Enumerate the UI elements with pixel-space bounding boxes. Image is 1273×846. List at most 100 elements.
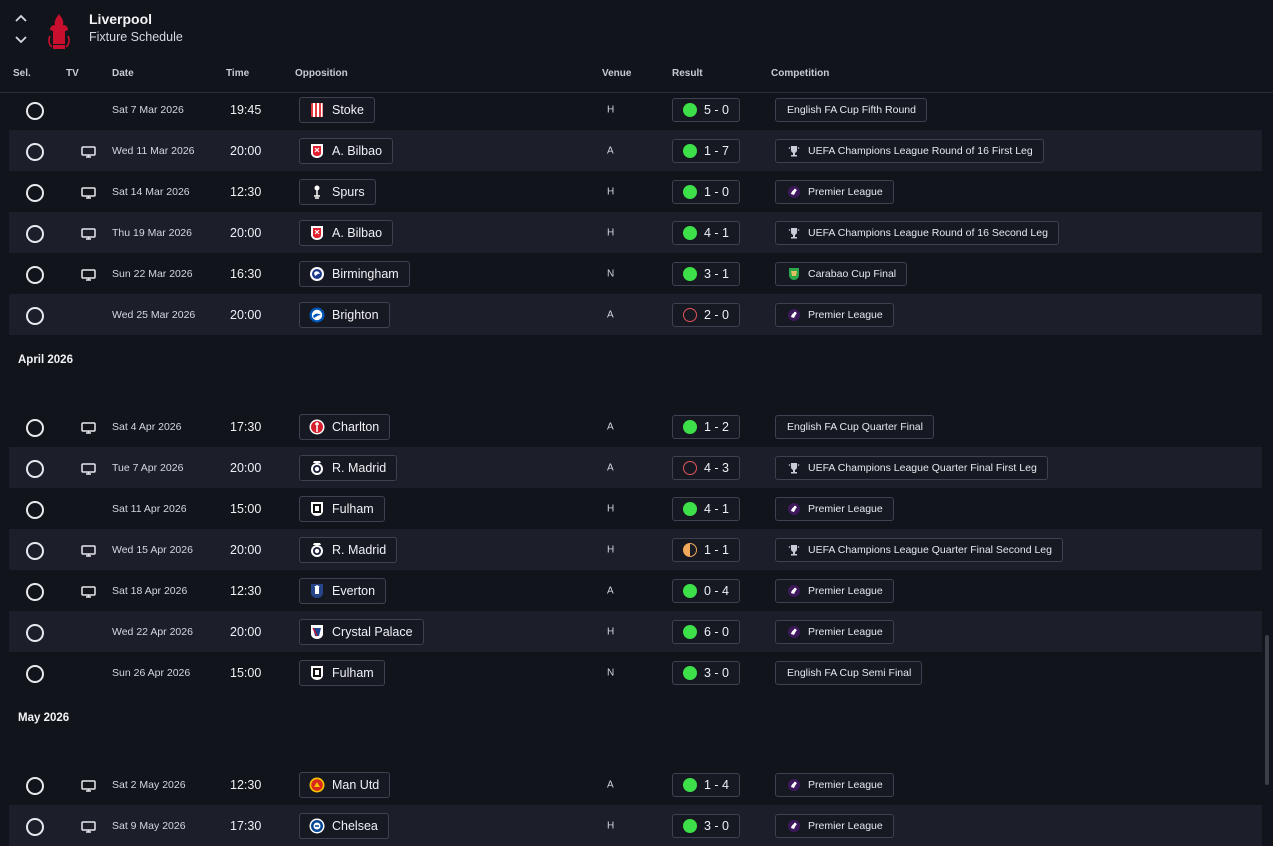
competition-button[interactable]: UEFA Champions League Quarter Final Seco…	[775, 537, 1063, 562]
competition-button[interactable]: Premier League	[775, 619, 894, 644]
result-button[interactable]: 4 - 1	[672, 496, 740, 521]
opposition-button[interactable]: A. Bilbao	[299, 137, 394, 164]
select-radio[interactable]	[26, 142, 44, 161]
fixture-row[interactable]: Sat 7 Mar 2026 19:45 Stoke H 5 - 0 English FA…	[9, 89, 1262, 130]
result-button[interactable]: 3 - 0	[672, 660, 740, 685]
col-header-time[interactable]: Time	[226, 68, 250, 79]
fixture-row[interactable]: Thu 19 Mar 2026 20:00 A. Bilbao H 4 - 1 UEFA …	[9, 212, 1262, 253]
result-button[interactable]: 4 - 3	[672, 455, 740, 480]
opposition-button[interactable]: Charlton	[299, 413, 391, 440]
competition-button[interactable]: UEFA Champions League Round of 16 Second…	[775, 220, 1059, 245]
result-button[interactable]: 3 - 0	[672, 813, 740, 838]
opposition-button[interactable]: Fulham	[299, 659, 385, 686]
result-button[interactable]: 1 - 4	[672, 772, 740, 797]
result-button[interactable]: 1 - 1	[672, 537, 740, 562]
fixture-row[interactable]: Sat 11 Apr 2026 15:00 Fulham H 4 - 1 Premier …	[9, 488, 1262, 529]
chevron-down-icon[interactable]	[14, 35, 30, 49]
competition-button[interactable]: Premier League	[775, 302, 894, 327]
result-button[interactable]: 3 - 1	[672, 261, 740, 286]
result-button[interactable]: 1 - 0	[672, 179, 740, 204]
fixture-date: Sat 9 May 2026	[112, 819, 186, 832]
select-radio[interactable]	[26, 101, 44, 120]
result-button[interactable]: 5 - 0	[672, 97, 740, 122]
real-madrid-crest-icon	[309, 542, 325, 558]
select-radio[interactable]	[26, 541, 44, 560]
competition-button[interactable]: UEFA Champions League Round of 16 First …	[775, 138, 1044, 163]
competition-button[interactable]: Premier League	[775, 813, 894, 838]
select-radio[interactable]	[26, 306, 44, 325]
fixture-time: 12:30	[230, 184, 262, 199]
opposition-button[interactable]: R. Madrid	[299, 536, 398, 563]
fixture-row[interactable]: Sat 14 Mar 2026 12:30 Spurs H 1 - 0 Premier L…	[9, 171, 1262, 212]
fixture-row[interactable]: Sat 9 May 2026 17:30 Chelsea H 3 - 0 Premier …	[9, 805, 1262, 846]
opposition-button[interactable]: Spurs	[299, 178, 376, 205]
opposition-button[interactable]: Crystal Palace	[299, 618, 424, 645]
result-button[interactable]: 4 - 1	[672, 220, 740, 245]
athletic-bilbao-crest-icon	[309, 225, 325, 241]
col-header-tv[interactable]: TV	[66, 68, 79, 79]
select-radio[interactable]	[26, 623, 44, 642]
result-button[interactable]: 0 - 4	[672, 578, 740, 603]
result-score: 3 - 1	[704, 266, 730, 281]
fixture-row[interactable]: Wed 15 Apr 2026 20:00 R. Madrid H 1 - 1 UEFA …	[9, 529, 1262, 570]
competition-button[interactable]: Premier League	[775, 772, 894, 797]
opposition-button[interactable]: Birmingham	[299, 260, 410, 287]
competition-button[interactable]: Premier League	[775, 578, 894, 603]
select-radio[interactable]	[26, 265, 44, 284]
month-header: May 2026	[9, 693, 1262, 764]
opposition-button[interactable]: Everton	[299, 577, 387, 604]
competition-button[interactable]: Premier League	[775, 179, 894, 204]
col-header-result[interactable]: Result	[672, 68, 703, 79]
result-button[interactable]: 1 - 2	[672, 414, 740, 439]
select-radio[interactable]	[26, 582, 44, 601]
col-header-venue[interactable]: Venue	[602, 68, 632, 79]
select-radio[interactable]	[26, 776, 44, 795]
result-button[interactable]: 2 - 0	[672, 302, 740, 327]
competition-button[interactable]: English FA Cup Semi Final	[775, 660, 923, 685]
fixture-row[interactable]: Sat 2 May 2026 12:30 Man Utd A 1 - 4 Premier …	[9, 764, 1262, 805]
result-win-icon	[683, 102, 697, 117]
scrollbar[interactable]	[1265, 635, 1269, 785]
fixture-row[interactable]: Wed 11 Mar 2026 20:00 A. Bilbao A 1 - 7 UEFA …	[9, 130, 1262, 171]
fixture-venue: A	[607, 585, 614, 596]
fixture-row[interactable]: Wed 22 Apr 2026 20:00 Crystal Palace H 6 - 0…	[9, 611, 1262, 652]
fixture-row[interactable]: Sat 18 Apr 2026 12:30 Everton A 0 - 4 Premier…	[9, 570, 1262, 611]
opposition-button[interactable]: R. Madrid	[299, 454, 398, 481]
fixture-row[interactable]: Sat 4 Apr 2026 17:30 Charlton A 1 - 2 English…	[9, 406, 1262, 447]
opposition-button[interactable]: A. Bilbao	[299, 219, 394, 246]
col-header-opposition[interactable]: Opposition	[295, 68, 348, 79]
result-score: 4 - 1	[704, 501, 730, 516]
fulham-crest-icon	[309, 501, 325, 517]
opposition-button[interactable]: Brighton	[299, 301, 390, 328]
select-radio[interactable]	[26, 459, 44, 478]
competition-button[interactable]: UEFA Champions League Quarter Final Firs…	[775, 455, 1048, 480]
fixture-row[interactable]: Sun 22 Mar 2026 16:30 Birmingham N 3 - 1 Cara…	[9, 253, 1262, 294]
result-button[interactable]: 1 - 7	[672, 138, 740, 163]
select-radio[interactable]	[26, 500, 44, 519]
competition-button[interactable]: Premier League	[775, 496, 894, 521]
select-radio[interactable]	[26, 183, 44, 202]
result-win-icon	[683, 419, 697, 434]
competition-button[interactable]: English FA Cup Quarter Final	[775, 414, 934, 439]
fixture-venue: H	[607, 104, 615, 115]
select-radio[interactable]	[26, 418, 44, 437]
select-radio[interactable]	[26, 817, 44, 836]
select-radio[interactable]	[26, 664, 44, 683]
competition-button[interactable]: English FA Cup Fifth Round	[775, 97, 927, 122]
opposition-button[interactable]: Stoke	[299, 96, 375, 123]
fixture-date: Wed 11 Mar 2026	[112, 144, 195, 157]
opposition-button[interactable]: Man Utd	[299, 771, 391, 798]
result-win-icon	[683, 501, 697, 516]
fixture-row[interactable]: Sun 26 Apr 2026 15:00 Fulham N 3 - 0 English …	[9, 652, 1262, 693]
fixture-row[interactable]: Tue 7 Apr 2026 20:00 R. Madrid A 4 - 3 UEFA C…	[9, 447, 1262, 488]
col-header-date[interactable]: Date	[112, 68, 134, 79]
col-header-competition[interactable]: Competition	[771, 68, 830, 79]
fixture-row[interactable]: Wed 25 Mar 2026 20:00 Brighton A 2 - 0 Premie…	[9, 294, 1262, 335]
result-button[interactable]: 6 - 0	[672, 619, 740, 644]
chevron-up-icon[interactable]	[14, 13, 30, 27]
opposition-button[interactable]: Fulham	[299, 495, 385, 522]
col-header-sel[interactable]: Sel.	[13, 68, 31, 79]
opposition-button[interactable]: Chelsea	[299, 812, 389, 839]
competition-button[interactable]: Carabao Cup Final	[775, 261, 908, 286]
select-radio[interactable]	[26, 224, 44, 243]
